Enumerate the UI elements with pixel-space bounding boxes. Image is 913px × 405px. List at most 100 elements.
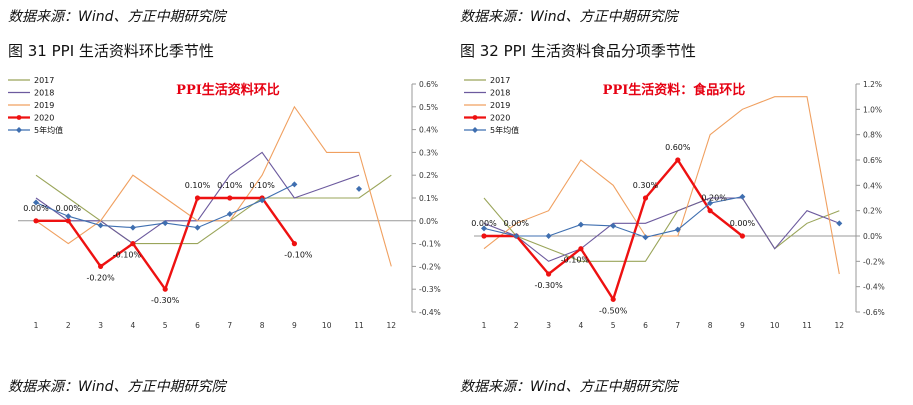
x-tick-label: 11 xyxy=(802,321,812,330)
series-avg-point xyxy=(97,222,104,229)
series-2020-point xyxy=(194,195,201,201)
x-tick-label: 5 xyxy=(611,321,616,330)
series-2020-point xyxy=(227,195,233,201)
legend-label: 2017 xyxy=(490,76,510,85)
series-2020-point xyxy=(65,218,71,224)
figure-title-left: 图 31 PPI 生活资料环比季节性 xyxy=(8,42,214,60)
series-2020-point xyxy=(739,233,745,239)
x-tick-label: 12 xyxy=(387,321,397,330)
y-tick-label: 0.2% xyxy=(419,171,438,180)
series-2020-point xyxy=(162,286,168,292)
legend-marker xyxy=(472,127,478,133)
x-tick-label: 2 xyxy=(66,321,71,330)
x-tick-label: 12 xyxy=(835,321,845,330)
data-label: 0.10% xyxy=(217,181,243,190)
y-tick-label: -0.6% xyxy=(863,308,885,317)
legend-label: 2018 xyxy=(34,89,54,98)
x-tick-label: 5 xyxy=(163,321,168,330)
x-tick-label: 7 xyxy=(675,321,680,330)
y-tick-label: -0.2% xyxy=(419,262,441,271)
legend-label: 2019 xyxy=(490,101,510,110)
series-avg-point xyxy=(836,220,843,227)
legend-label: 2020 xyxy=(490,114,510,123)
series-avg-point xyxy=(610,222,617,229)
data-label: 0.10% xyxy=(249,181,275,190)
x-tick-label: 6 xyxy=(195,321,200,330)
data-label: -0.50% xyxy=(599,306,628,315)
chart-panel-left: -0.4% -0.3% -0.2% -0.1% 0.0% 0.1% 0.2% 0.3% 0.4%… xyxy=(0,66,452,348)
series-avg-point xyxy=(513,233,520,239)
chart-left: -0.4% -0.3% -0.2% -0.1% 0.0% 0.1% 0.2% 0.3% 0.4%… xyxy=(8,76,441,330)
data-label: 0.00% xyxy=(23,204,49,213)
y-tick-label: 0.6% xyxy=(863,156,882,165)
figure-title-right: 图 32 PPI 生活资料食品分项季节性 xyxy=(460,42,696,60)
x-tick-label: 1 xyxy=(34,321,39,330)
y-tick-label: 0.0% xyxy=(863,232,882,241)
y-tick-label: -0.4% xyxy=(419,308,441,317)
series-avg-point xyxy=(642,234,649,241)
legend-label: 2019 xyxy=(34,101,54,110)
series-avg-point xyxy=(162,220,169,227)
series-avg-point xyxy=(259,197,266,204)
x-tick-label: 10 xyxy=(770,321,780,330)
series-avg-point xyxy=(545,233,552,239)
legend-label: 2020 xyxy=(34,114,54,123)
data-label: 0.00% xyxy=(504,219,530,228)
source-note-top-right: 数据来源：Wind、方正中期研究院 xyxy=(460,9,678,25)
y-tick-label: -0.4% xyxy=(863,283,885,292)
series-2020-point xyxy=(675,157,681,163)
chart-right: -0.6% -0.4% -0.2% 0.0% 0.2% 0.4% 0.6% 0.8% 1.0% 1… xyxy=(464,76,885,330)
x-tick-label: 7 xyxy=(227,321,232,330)
data-label: -0.30% xyxy=(151,296,180,305)
x-tick-label: 1 xyxy=(482,321,487,330)
y-tick-label: 0.1% xyxy=(419,194,438,203)
y-tick-label: -0.3% xyxy=(419,285,441,294)
legend-label: 2017 xyxy=(34,76,54,85)
series-avg-point xyxy=(291,181,298,188)
data-label: 0.30% xyxy=(633,181,659,190)
series-avg-point xyxy=(577,221,584,228)
series-2019-line xyxy=(483,96,840,275)
y-tick-label: 0.3% xyxy=(419,148,438,157)
series-2020-point xyxy=(642,195,649,201)
x-tick-label: 9 xyxy=(740,321,745,330)
data-label: 0.10% xyxy=(185,181,211,190)
series-avg-point xyxy=(226,210,233,217)
chart-title: PPI生活资料环比 xyxy=(176,82,280,98)
y-tick-label: 0.8% xyxy=(863,131,882,140)
data-label: 0.00% xyxy=(471,219,497,228)
x-tick-label: 4 xyxy=(579,321,584,330)
series-2020-line xyxy=(484,157,744,303)
series-2020-point xyxy=(98,263,104,269)
y-tick-label: 0.4% xyxy=(863,181,882,190)
data-label: -0.20% xyxy=(86,273,115,282)
data-label: -0.10% xyxy=(113,251,142,260)
y-tick-label: 0.0% xyxy=(419,217,438,226)
y-tick-label: 0.4% xyxy=(419,126,438,135)
data-label: -0.10% xyxy=(561,256,590,265)
legend-marker xyxy=(16,115,22,120)
legend-marker xyxy=(472,115,478,120)
source-note-top-left: 数据来源：Wind、方正中期研究院 xyxy=(8,9,226,25)
series-2019-line xyxy=(35,105,392,267)
series-2020-point xyxy=(610,296,616,302)
data-label: 0.20% xyxy=(701,194,727,203)
data-label: -0.10% xyxy=(284,251,313,260)
series-2020-point xyxy=(130,241,136,247)
x-tick-label: 11 xyxy=(354,321,364,330)
series-avg-point xyxy=(739,193,746,200)
x-tick-label: 6 xyxy=(643,321,648,330)
series-2020-point xyxy=(33,218,39,224)
chart-panel-right: -0.6% -0.4% -0.2% 0.0% 0.2% 0.4% 0.6% 0.8% 1.0% 1… xyxy=(456,66,908,348)
series-avg-point xyxy=(129,224,136,231)
x-tick-label: 2 xyxy=(514,321,519,330)
legend-label: 2018 xyxy=(490,89,510,98)
series-2020-point xyxy=(481,233,487,239)
series-2017-line xyxy=(35,174,392,245)
series-avg-point xyxy=(481,225,487,232)
y-tick-label: 0.5% xyxy=(419,103,438,112)
series-2020-point xyxy=(707,208,713,214)
legend-label: 5年均值 xyxy=(34,125,63,135)
series-avg-point xyxy=(194,224,201,231)
series-avg-point xyxy=(674,226,681,233)
